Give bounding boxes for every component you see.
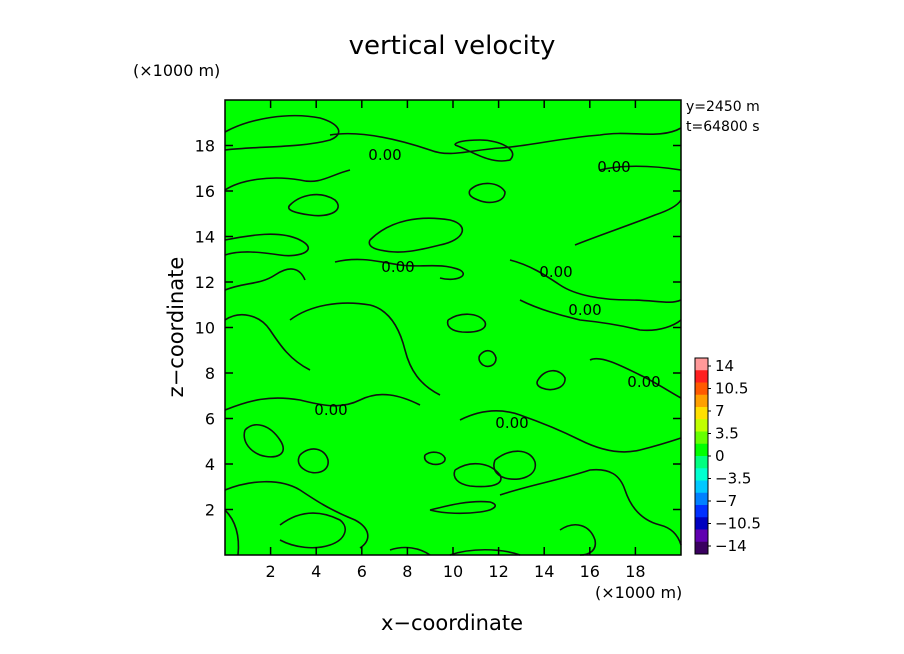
y-unit-label: (×1000 m)	[133, 61, 220, 80]
contour-line	[389, 546, 431, 556]
contour-label: 0.00	[314, 401, 347, 419]
colorbar-swatch	[695, 443, 708, 457]
contour-label: 0.00	[381, 258, 414, 276]
colorbar-swatch	[695, 407, 708, 420]
contour-line	[599, 165, 682, 171]
contour-line	[559, 524, 597, 556]
x-tick-label: 6	[357, 562, 367, 581]
plot-area	[225, 100, 681, 555]
contour-label: 0.00	[568, 301, 601, 319]
contour-label: 0.00	[368, 146, 401, 164]
contour-line	[509, 259, 682, 303]
x-tick-label: 2	[266, 562, 276, 581]
x-unit-label: (×1000 m)	[595, 583, 682, 602]
y-axis: 2 4 6 8 10 12 14 16 18	[195, 137, 681, 520]
contour-line	[589, 357, 682, 399]
contour-line	[368, 217, 464, 253]
contour-label: 0.00	[627, 373, 660, 391]
contour-line	[224, 393, 421, 411]
y-tick-label: 16	[195, 182, 215, 201]
contour-line	[224, 169, 351, 191]
colorbar-swatch	[695, 468, 708, 481]
chart-title: vertical velocity	[349, 31, 556, 61]
colorbar-swatch	[695, 541, 708, 555]
colorbar-swatch	[695, 394, 708, 408]
x-axis: 2 4 6 8 10 12 14 16 18	[266, 100, 646, 581]
contour-line	[468, 182, 506, 204]
y-tick-label: 12	[195, 273, 215, 292]
contour-line	[279, 512, 346, 549]
x-tick-label: 4	[311, 562, 321, 581]
contour-line	[449, 549, 521, 556]
x-tick-label: 14	[534, 562, 554, 581]
contour-labels: 0.00 0.00 0.00 0.00 0.00 0.00 0.00 0.00	[314, 146, 660, 432]
contour-line	[429, 500, 496, 515]
colorbar-swatch	[695, 456, 708, 469]
contour-line	[446, 313, 487, 333]
x-axis-label: x−coordinate	[381, 611, 523, 635]
contour-line	[289, 302, 441, 396]
contour-line	[224, 480, 369, 549]
contour-line	[224, 268, 306, 291]
contour-label: 0.00	[495, 414, 528, 432]
contour-line	[423, 451, 446, 466]
y-axis-label: z−coordinate	[164, 257, 188, 398]
colorbar-label: 10.5	[715, 380, 748, 398]
colorbar-swatch	[695, 419, 708, 432]
contour-line	[224, 509, 240, 556]
colorbar-swatch	[695, 382, 708, 396]
y-tick-label: 8	[205, 364, 215, 383]
contour-line	[334, 258, 465, 281]
colorbar-label: 7	[715, 402, 725, 420]
contour-line	[454, 139, 514, 162]
colorbar-swatch	[695, 480, 708, 494]
colorbar: 14 10.5 7 3.5 0 −3.5 −7 −10.5 −14	[694, 357, 761, 555]
contour-line	[478, 349, 497, 368]
contour-line	[224, 233, 309, 257]
info-t: t=64800 s	[686, 119, 760, 135]
contour-lines	[224, 114, 682, 556]
contour-line	[288, 193, 339, 217]
colorbar-swatch	[695, 370, 708, 383]
colorbar-label: −7	[715, 492, 737, 510]
contour-line	[574, 199, 682, 246]
colorbar-swatch	[695, 431, 708, 445]
colorbar-label: 0	[715, 447, 725, 465]
contour-line	[536, 369, 566, 391]
y-tick-label: 2	[205, 501, 215, 520]
y-tick-label: 14	[195, 228, 215, 247]
contour-line	[224, 114, 340, 151]
colorbar-label: 3.5	[715, 425, 739, 443]
colorbar-label: −10.5	[715, 515, 761, 533]
contour-label: 0.00	[597, 158, 630, 176]
colorbar-swatch	[695, 358, 708, 371]
contour-line	[329, 127, 682, 155]
contour-line	[459, 410, 682, 453]
x-tick-label: 12	[488, 562, 508, 581]
x-tick-label: 8	[402, 562, 412, 581]
colorbar-swatch	[695, 517, 708, 530]
contour-line	[453, 462, 502, 488]
contour-line	[499, 468, 682, 546]
x-tick-label: 18	[625, 562, 645, 581]
contour-line	[224, 314, 311, 371]
colorbar-swatch	[695, 505, 708, 518]
x-tick-label: 16	[580, 562, 600, 581]
y-tick-label: 18	[195, 137, 215, 156]
contour-line	[297, 448, 329, 474]
colorbar-swatch	[695, 492, 708, 506]
y-tick-label: 10	[195, 319, 215, 338]
colorbar-swatch	[695, 529, 708, 543]
info-y: y=2450 m	[686, 99, 760, 115]
colorbar-label: −14	[715, 537, 747, 555]
colorbar-label: 14	[715, 357, 734, 375]
contour-line	[519, 299, 682, 332]
x-tick-label: 10	[443, 562, 463, 581]
colorbar-label: −3.5	[715, 470, 751, 488]
contour-label: 0.00	[539, 263, 572, 281]
y-tick-label: 4	[205, 455, 215, 474]
contour-line	[243, 424, 284, 458]
y-tick-label: 6	[205, 410, 215, 429]
